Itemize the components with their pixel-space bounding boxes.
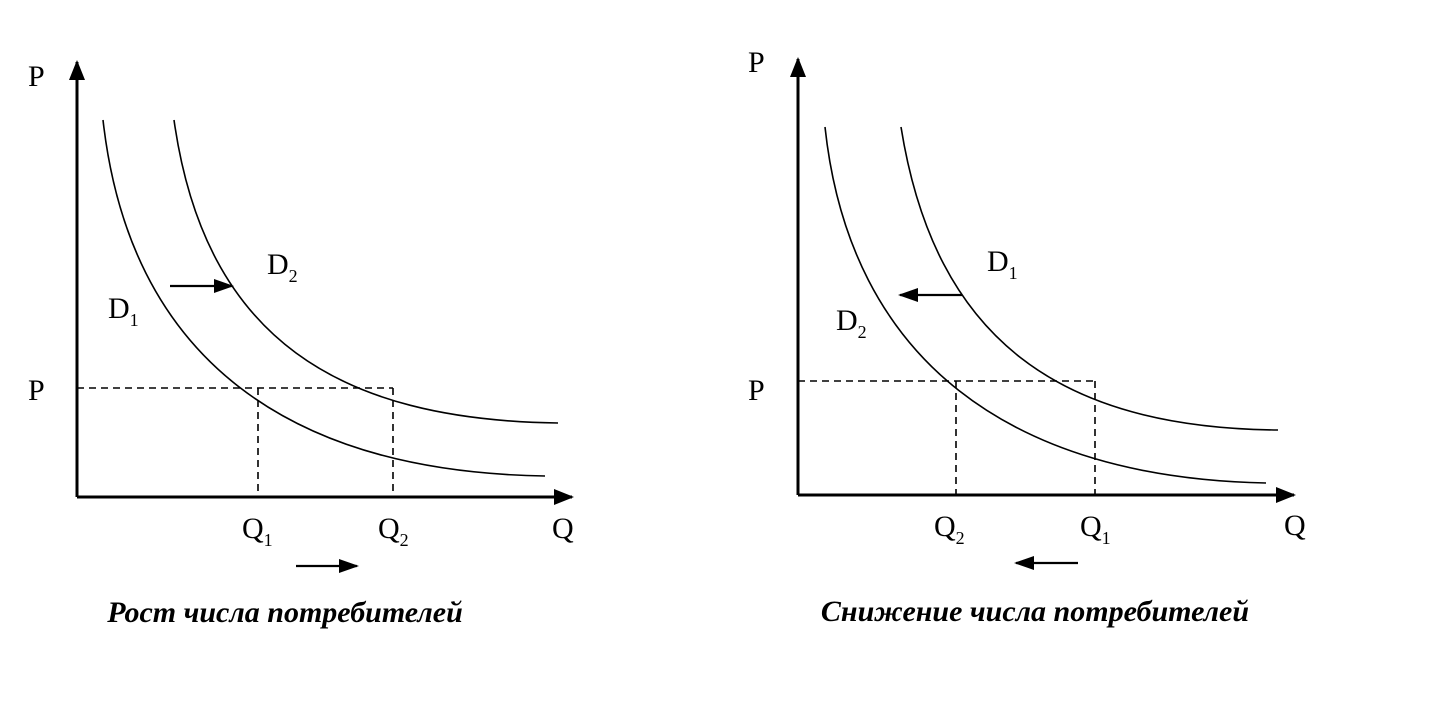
subscript: 2 — [400, 530, 409, 550]
subscript: 1 — [264, 530, 273, 550]
demand-curve — [102, 119, 546, 477]
letter: Q — [378, 512, 400, 545]
demand-curve — [824, 126, 1267, 484]
demand-curve — [900, 126, 1279, 431]
price-label: P — [748, 374, 765, 407]
caption: Снижение числа потребителей — [821, 595, 1249, 628]
axis-label: P — [748, 46, 765, 79]
letter: D — [267, 248, 289, 281]
letter: D — [987, 245, 1009, 278]
price-label: P — [28, 374, 45, 407]
subscript: 1 — [1102, 528, 1111, 548]
subscript: 2 — [289, 266, 298, 286]
curve-label: D2 — [267, 248, 298, 286]
demand-curve — [173, 119, 559, 424]
axis-label: P — [28, 60, 45, 93]
caption: Рост числа потребителей — [106, 596, 463, 629]
panel-increase: P P Q D1 D2 Q1 Q2 Рост числа потребителе… — [28, 60, 574, 629]
subscript: 1 — [130, 310, 139, 330]
subscript: 2 — [956, 528, 965, 548]
letter: D — [836, 304, 858, 337]
quantity-label: Q1 — [242, 512, 273, 550]
panel-decrease: P P Q D1 D2 Q2 Q1 Снижение числа потреби… — [748, 46, 1306, 628]
quantity-label: Q2 — [934, 510, 965, 548]
letter: D — [108, 292, 130, 325]
letter: Q — [242, 512, 264, 545]
subscript: 2 — [858, 322, 867, 342]
curve-label: D1 — [987, 245, 1018, 283]
subscript: 1 — [1009, 263, 1018, 283]
curve-label: D1 — [108, 292, 139, 330]
axis-label: Q — [1284, 509, 1306, 542]
letter: Q — [934, 510, 956, 543]
quantity-label: Q1 — [1080, 510, 1111, 548]
letter: Q — [1080, 510, 1102, 543]
dashed-guides — [77, 387, 394, 497]
curve-label: D2 — [836, 304, 867, 342]
axis-label: Q — [552, 512, 574, 545]
quantity-label: Q2 — [378, 512, 409, 550]
dashed-guides — [798, 380, 1096, 495]
